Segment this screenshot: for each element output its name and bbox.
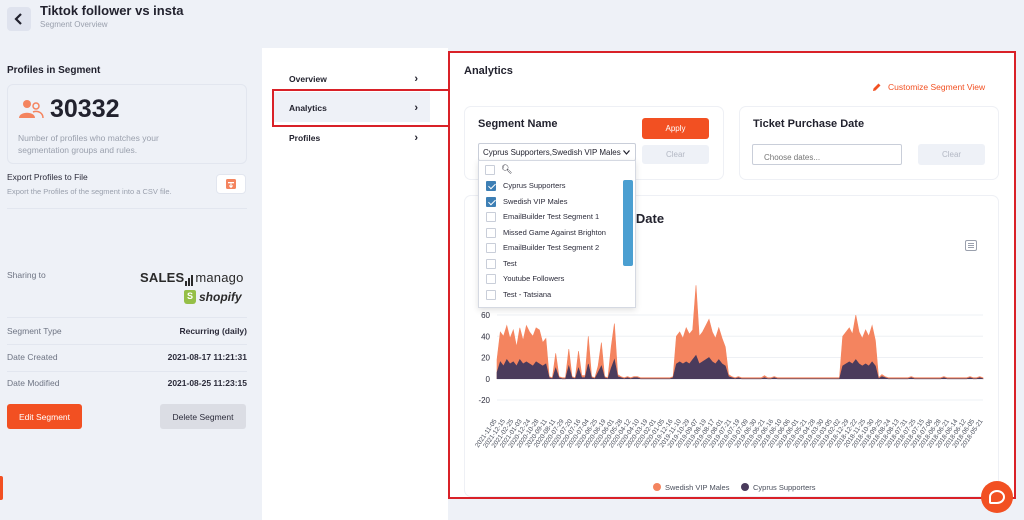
select-all-checkbox[interactable] bbox=[485, 165, 495, 175]
dropdown-option[interactable]: Test bbox=[485, 257, 625, 271]
nav-profiles[interactable]: Profiles › bbox=[289, 132, 418, 144]
export-title: Export Profiles to File bbox=[7, 172, 88, 182]
export-csv-button[interactable] bbox=[216, 174, 246, 194]
chevron-right-icon: › bbox=[414, 132, 418, 144]
analytics-title: Analytics bbox=[464, 65, 513, 77]
legend-marker bbox=[741, 483, 749, 491]
customize-segment-view-link[interactable]: Customize Segment View bbox=[872, 82, 985, 92]
ticket-purchase-date-title: Ticket Purchase Date bbox=[753, 118, 865, 130]
option-checkbox[interactable] bbox=[486, 243, 496, 253]
series-area-swedish bbox=[496, 285, 984, 380]
delete-segment-button[interactable]: Delete Segment bbox=[160, 404, 246, 429]
dropdown-option[interactable]: Missed Game Against Brighton bbox=[485, 226, 625, 240]
option-label: EmailBuilder Test Segment 2 bbox=[503, 243, 600, 252]
y-tick-label: -20 bbox=[478, 396, 490, 405]
export-file-icon bbox=[226, 179, 236, 189]
salesmanago-logo: SALES manago bbox=[140, 270, 244, 286]
option-checkbox[interactable] bbox=[486, 258, 496, 269]
y-tick-label: 0 bbox=[486, 375, 491, 384]
clear-date-button[interactable]: Clear bbox=[918, 144, 985, 165]
dropdown-option[interactable]: Test - Tatsiana bbox=[485, 288, 625, 302]
option-checkbox[interactable] bbox=[486, 212, 496, 222]
profile-count-description: Number of profiles who matches your segm… bbox=[18, 133, 159, 155]
legend-label: Swedish VIP Males bbox=[665, 483, 730, 492]
chart-menu-icon[interactable] bbox=[965, 240, 977, 251]
dropdown-option[interactable]: Youtube Followers bbox=[485, 272, 625, 286]
shopify-logo: shopify bbox=[184, 290, 242, 304]
chat-support-button[interactable] bbox=[981, 481, 1013, 513]
side-feedback-tab[interactable] bbox=[0, 476, 3, 500]
legend-marker bbox=[653, 483, 661, 491]
segment-info-panel: Profiles in Segment 30332 Number of prof… bbox=[0, 44, 262, 520]
clear-segment-button[interactable]: Clear bbox=[642, 145, 709, 164]
dropdown-option[interactable]: Swedish VIP Males bbox=[485, 195, 625, 209]
option-label: Test bbox=[503, 258, 517, 268]
chevron-down-icon bbox=[623, 150, 630, 155]
nav-analytics[interactable]: Analytics › bbox=[272, 92, 430, 122]
divider bbox=[7, 371, 247, 372]
option-checkbox[interactable] bbox=[486, 274, 496, 284]
profile-count: 30332 bbox=[50, 95, 120, 123]
segment-name-title: Segment Name bbox=[478, 118, 558, 130]
series-area-cyprus bbox=[496, 354, 984, 380]
export-description: Export the Profiles of the segment into … bbox=[7, 187, 172, 196]
shopify-bag-icon bbox=[184, 290, 196, 304]
y-tick-label: 60 bbox=[481, 311, 490, 320]
segment-dropdown: 🔍︎ Cyprus Supporters Swedish VIP Males Ema… bbox=[478, 160, 636, 308]
profile-count-card: 30332 Number of profiles who matches you… bbox=[7, 84, 247, 164]
chevron-left-icon bbox=[14, 13, 22, 25]
page-subtitle: Segment Overview bbox=[40, 20, 108, 29]
dropdown-option[interactable]: EmailBuilder Test Segment 2 bbox=[485, 241, 625, 255]
edit-segment-button[interactable]: Edit Segment bbox=[7, 404, 82, 429]
ticket-purchase-date-card: Ticket Purchase Date Clear bbox=[740, 107, 998, 179]
option-checkbox[interactable] bbox=[486, 289, 496, 300]
nav-overview[interactable]: Overview › bbox=[289, 73, 418, 85]
page-title: Tiktok follower vs insta bbox=[40, 3, 184, 18]
option-label: Swedish VIP Males bbox=[503, 196, 568, 206]
dropdown-scrollbar[interactable] bbox=[623, 180, 633, 266]
profiles-section-title: Profiles in Segment bbox=[7, 65, 101, 76]
option-label: Cyprus Supporters bbox=[503, 181, 566, 190]
option-label: Missed Game Against Brighton bbox=[503, 227, 606, 237]
option-checkbox[interactable] bbox=[486, 227, 496, 238]
chat-bubble-icon bbox=[989, 490, 1005, 504]
option-checkbox[interactable] bbox=[486, 181, 496, 191]
pencil-icon bbox=[873, 83, 881, 91]
dropdown-option[interactable]: EmailBuilder Test Segment 1 bbox=[485, 210, 625, 224]
people-icon bbox=[19, 100, 44, 119]
option-label: EmailBuilder Test Segment 1 bbox=[503, 212, 600, 221]
option-label: Test - Tatsiana bbox=[503, 289, 552, 299]
divider bbox=[7, 317, 247, 318]
apply-button[interactable]: Apply bbox=[642, 118, 709, 139]
divider bbox=[7, 208, 247, 209]
search-icon: 🔍︎ bbox=[501, 164, 513, 174]
option-label: Youtube Followers bbox=[503, 274, 565, 283]
highlight-frame-nav bbox=[272, 89, 448, 127]
chevron-right-icon: › bbox=[414, 102, 418, 114]
back-button[interactable] bbox=[7, 7, 31, 31]
date-range-input[interactable] bbox=[752, 144, 902, 165]
dropdown-option[interactable]: Cyprus Supporters bbox=[485, 179, 625, 193]
y-tick-label: 40 bbox=[481, 332, 490, 341]
option-checkbox[interactable] bbox=[486, 196, 496, 207]
divider bbox=[7, 344, 247, 345]
page-header: Tiktok follower vs insta Segment Overvie… bbox=[0, 0, 1024, 44]
sharing-label: Sharing to bbox=[7, 270, 46, 280]
y-tick-label: 20 bbox=[481, 354, 490, 363]
legend-label: Cyprus Supporters bbox=[753, 483, 816, 492]
dropdown-search[interactable]: 🔍︎ bbox=[485, 164, 625, 178]
chevron-right-icon: › bbox=[414, 73, 418, 85]
